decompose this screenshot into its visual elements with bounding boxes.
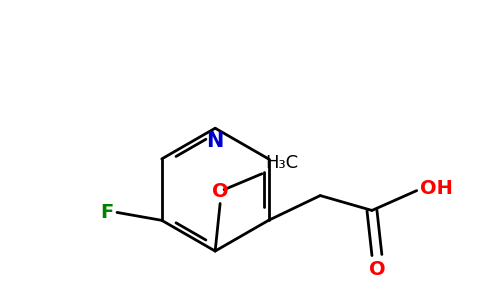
Text: OH: OH xyxy=(420,179,453,198)
Text: O: O xyxy=(369,260,385,279)
Text: O: O xyxy=(212,182,228,200)
Text: N: N xyxy=(207,131,224,151)
Text: H₃C: H₃C xyxy=(265,154,298,172)
Text: F: F xyxy=(100,203,113,222)
